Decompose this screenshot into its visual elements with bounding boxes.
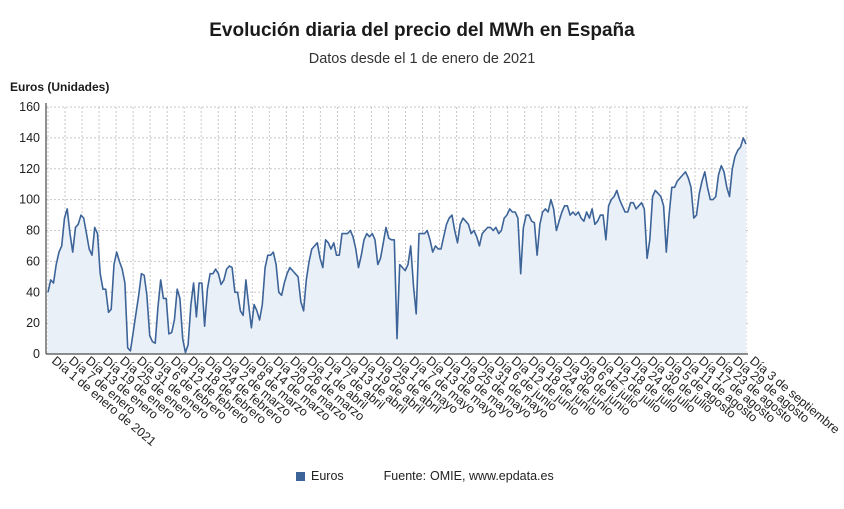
chart-title: Evolución diaria del precio del MWh en E…: [209, 20, 635, 41]
y-tick-label: 20: [26, 316, 40, 330]
y-tick-label: 0: [33, 347, 40, 361]
chart-subtitle: Datos desde el 1 de enero de 2021: [308, 51, 536, 67]
y-tick-label: 100: [19, 193, 40, 207]
series-layer: [47, 137, 747, 354]
series-line-euros: [47, 137, 747, 354]
area-fill: [48, 137, 746, 354]
legend: Euros Fuente: OMIE, www.epdata.es: [296, 469, 554, 483]
axes: [45, 103, 748, 355]
y-tick-label: 120: [19, 162, 40, 176]
y-tick-label: 80: [26, 224, 40, 238]
y-ticks: 0 20 40 60 80 100 120 140 160: [19, 100, 40, 361]
source-prefix: Fuente:: [383, 469, 427, 483]
y-tick-label: 140: [19, 131, 40, 145]
y-axis-label: Euros (Unidades): [10, 80, 110, 94]
legend-swatch: [296, 471, 305, 481]
series-area: [48, 137, 746, 354]
y-tick-label: 60: [26, 254, 40, 268]
legend-series-label: Euros: [311, 469, 344, 483]
y-tick-label: 40: [26, 285, 40, 299]
source-text: OMIE, www.epdata.es: [430, 469, 554, 483]
y-tick-label: 160: [19, 100, 40, 114]
